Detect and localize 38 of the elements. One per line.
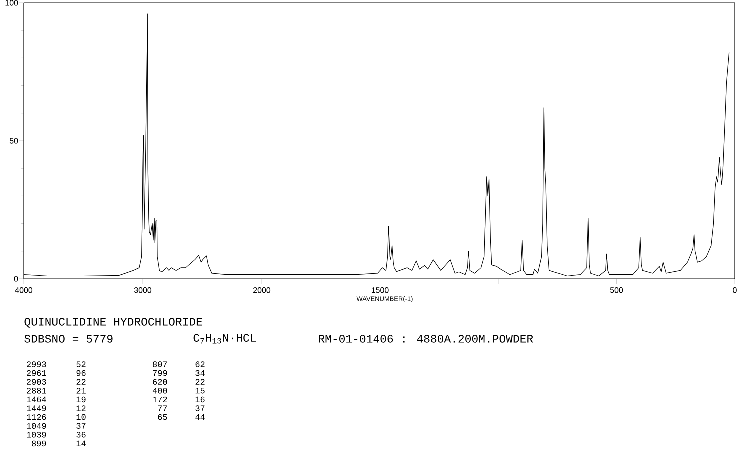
text: 172 xyxy=(153,396,168,403)
text: 16 xyxy=(196,396,205,403)
text: 22 xyxy=(76,379,86,385)
text: 1039 xyxy=(27,432,46,438)
text: 799 xyxy=(153,370,168,376)
text: 44 xyxy=(196,414,205,420)
text: 21 xyxy=(76,388,86,394)
text: 34 xyxy=(196,370,205,376)
text: 36 xyxy=(76,432,86,438)
text: 19 xyxy=(76,396,86,403)
text: 37 xyxy=(76,423,86,429)
text: RM-01-01406 : 4880A.200M.POWDER xyxy=(319,335,534,343)
text: 10 xyxy=(76,414,86,420)
text: 2881 xyxy=(27,388,46,394)
text: C$_{7}$H$_{13}$N·HCL xyxy=(194,334,256,344)
text: 807 xyxy=(153,362,168,368)
text: 52 xyxy=(76,362,86,368)
text: 65 xyxy=(158,414,168,420)
text: 400 xyxy=(152,388,168,394)
text: 15 xyxy=(196,388,205,394)
text: 1049 xyxy=(27,423,46,429)
text: 14 xyxy=(76,440,86,446)
text: 899 xyxy=(32,440,46,447)
text: 620 xyxy=(153,379,168,385)
text: 1464 xyxy=(27,396,46,403)
text: 37 xyxy=(196,406,205,412)
text: 2961 xyxy=(27,370,46,376)
text: 62 xyxy=(196,362,205,368)
text: 22 xyxy=(196,379,205,385)
text: 77 xyxy=(158,406,168,412)
text: 12 xyxy=(76,406,86,412)
text: 1126 xyxy=(27,414,46,420)
text: 2993 xyxy=(27,362,46,368)
text: 96 xyxy=(76,370,86,376)
text: 2903 xyxy=(27,379,46,385)
text: 1449 xyxy=(27,406,46,412)
text: QUINUCLIDINE HYDROCHLORIDE xyxy=(24,318,202,328)
text: SDBSNO = 5779 xyxy=(24,335,113,343)
